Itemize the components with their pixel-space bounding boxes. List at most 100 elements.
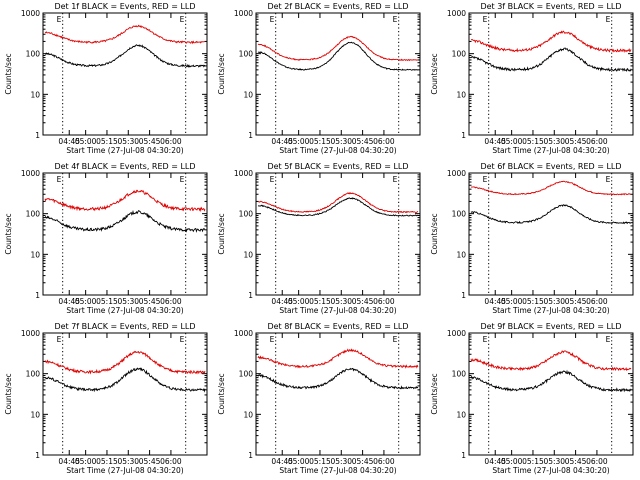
x-tick-label: 05:30 (543, 297, 565, 306)
y-tick-label: 10 (456, 410, 466, 419)
x-tick-label: 05:45 (352, 297, 374, 306)
x-tick-label: 06:00 (586, 137, 608, 146)
y-tick-label: 1000 (447, 169, 466, 178)
y-axis-label: Counts/sec (4, 373, 13, 414)
x-tick-label: 05:30 (330, 457, 352, 466)
x-tick-label: 05:15 (96, 457, 118, 466)
series-line-lld (470, 180, 632, 196)
detector-panel-7: Det 7f BLACK = Events, RED = LLD 1 10 100 10… (0, 320, 212, 480)
x-tick-label: 06:00 (160, 137, 182, 146)
x-tick-label: 05:45 (139, 137, 161, 146)
y-tick-label: 10 (243, 90, 253, 99)
chart-svg: Det 4f BLACK = Events, RED = LLD 1 10 100 10… (4, 162, 208, 315)
series-line-events (470, 204, 632, 225)
chart-svg: Det 2f BLACK = Events, RED = LLD 1 10 100 10… (217, 2, 421, 155)
event-marker-label: E (180, 175, 185, 184)
x-axis-label: Start Time (27-Jul-08 04:30:20) (279, 146, 396, 155)
event-marker-label: E (57, 175, 62, 184)
event-marker-label: E (57, 15, 62, 24)
series-line-lld (258, 192, 419, 214)
series-line-lld (44, 350, 206, 375)
detector-panel-9: Det 9f BLACK = Events, RED = LLD 1 10 100 10… (426, 320, 638, 480)
chart-svg: Det 7f BLACK = Events, RED = LLD 1 10 100 10… (4, 322, 208, 475)
detector-panel-6: Det 6f BLACK = Events, RED = LLD 1 10 100 10… (426, 160, 638, 320)
y-axis-label: Counts/sec (430, 53, 439, 94)
x-tick-label: 05:45 (352, 137, 374, 146)
x-tick-label: 04:45 (58, 457, 80, 466)
series-line-events (470, 47, 632, 73)
x-tick-label: 04:45 (271, 457, 293, 466)
y-tick-label: 100 (26, 50, 41, 59)
x-tick-label: 06:00 (373, 457, 395, 466)
x-tick-label: 05:30 (330, 137, 352, 146)
y-tick-label: 1 (248, 131, 253, 140)
x-tick-label: 05:30 (117, 457, 139, 466)
y-tick-label: 100 (452, 370, 467, 379)
series-line-events (44, 44, 206, 68)
y-axis-label: Counts/sec (217, 373, 226, 414)
x-tick-label: 05:15 (96, 297, 118, 306)
plot-frame (468, 172, 634, 296)
plot-frame (255, 172, 421, 296)
y-axis-label: Counts/sec (217, 213, 226, 254)
series-line-events (44, 209, 206, 233)
x-tick-label: 06:00 (160, 297, 182, 306)
y-tick-label: 1000 (21, 169, 40, 178)
detector-panel-3: Det 3f BLACK = Events, RED = LLD 1 10 100 10… (426, 0, 638, 160)
y-tick-label: 10 (456, 90, 466, 99)
x-axis-label: Start Time (27-Jul-08 04:30:20) (279, 466, 396, 475)
x-axis-label: Start Time (27-Jul-08 04:30:20) (66, 146, 183, 155)
x-tick-label: 05:15 (522, 297, 544, 306)
x-tick-label: 04:45 (484, 457, 506, 466)
plot-frame (42, 172, 208, 296)
y-axis-label: Counts/sec (4, 53, 13, 94)
event-marker-label: E (606, 335, 611, 344)
x-tick-label: 05:30 (330, 297, 352, 306)
series-line-events (257, 197, 419, 217)
plot-frame (255, 332, 421, 456)
y-tick-label: 1 (35, 131, 40, 140)
x-tick-label: 04:45 (271, 297, 293, 306)
series-line-lld (470, 350, 632, 372)
y-tick-label: 100 (452, 50, 467, 59)
y-axis-label: Counts/sec (430, 373, 439, 414)
plot-frame (42, 12, 208, 136)
x-tick-label: 05:00 (501, 457, 523, 466)
series-line-events (44, 367, 206, 393)
x-tick-label: 05:30 (117, 297, 139, 306)
x-tick-label: 05:45 (139, 457, 161, 466)
series-line-events (257, 41, 418, 71)
chart-svg: Det 1f BLACK = Events, RED = LLD 1 10 100 10… (4, 2, 208, 155)
chart-title: Det 4f BLACK = Events, RED = LLD (54, 162, 195, 171)
event-marker-label: E (393, 175, 398, 184)
x-tick-label: 05:15 (522, 137, 544, 146)
x-tick-label: 05:00 (501, 137, 523, 146)
y-tick-label: 100 (26, 370, 41, 379)
series-line-lld (257, 35, 419, 62)
x-tick-label: 05:30 (543, 457, 565, 466)
event-marker-label: E (270, 175, 275, 184)
y-tick-label: 1000 (447, 9, 466, 18)
chart-title: Det 1f BLACK = Events, RED = LLD (54, 2, 195, 11)
event-marker-label: E (606, 175, 611, 184)
x-tick-label: 06:00 (586, 297, 608, 306)
x-tick-label: 04:45 (484, 297, 506, 306)
x-tick-label: 04:45 (271, 137, 293, 146)
detector-panel-4: Det 4f BLACK = Events, RED = LLD 1 10 100 10… (0, 160, 212, 320)
y-tick-label: 10 (30, 90, 40, 99)
chart-title: Det 2f BLACK = Events, RED = LLD (267, 2, 408, 11)
y-tick-label: 1 (35, 291, 40, 300)
y-axis-label: Counts/sec (217, 53, 226, 94)
x-tick-label: 05:30 (117, 137, 139, 146)
y-tick-label: 1000 (234, 329, 253, 338)
chart-title: Det 6f BLACK = Events, RED = LLD (480, 162, 621, 171)
detector-panel-1: Det 1f BLACK = Events, RED = LLD 1 10 100 10… (0, 0, 212, 160)
x-tick-label: 05:00 (75, 137, 97, 146)
y-tick-label: 1000 (21, 329, 40, 338)
event-marker-label: E (483, 335, 488, 344)
series-line-events (257, 367, 419, 390)
plot-frame (468, 12, 634, 136)
x-tick-label: 05:15 (96, 137, 118, 146)
x-tick-label: 05:00 (501, 297, 523, 306)
series-line-lld (470, 30, 632, 53)
